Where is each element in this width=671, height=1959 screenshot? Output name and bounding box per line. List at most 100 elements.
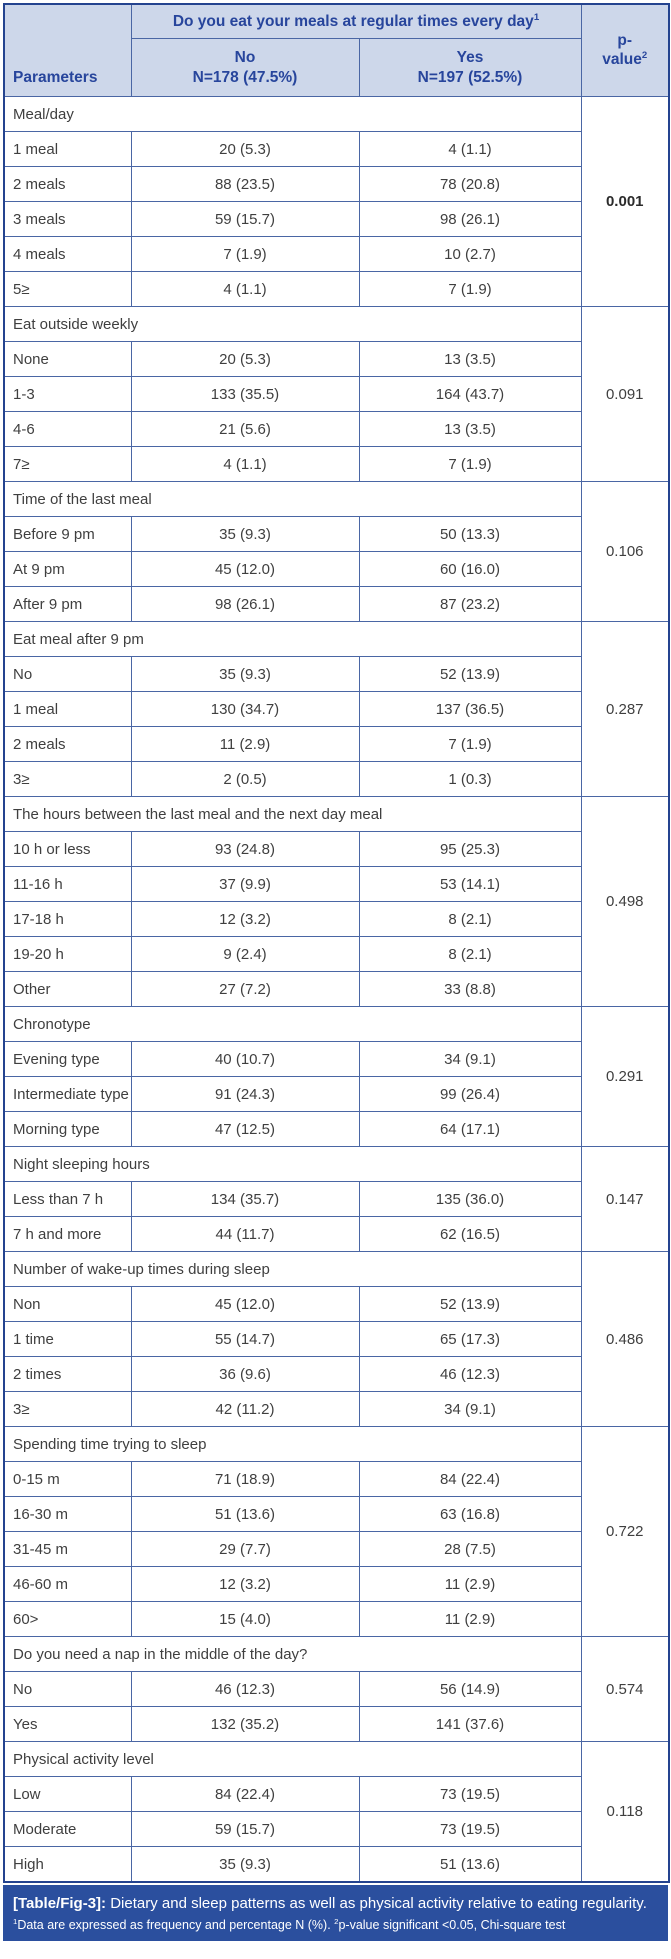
section-title: The hours between the last meal and the … (3, 796, 582, 832)
column-header-no: No N=178 (47.5%) (130, 38, 360, 97)
no-value-cell: 27 (7.2) (130, 971, 360, 1007)
no-value-cell: 134 (35.7) (130, 1181, 360, 1217)
table-row: Low 84 (22.4) 73 (19.5) (3, 1776, 669, 1812)
row-label: 46-60 m (3, 1566, 132, 1602)
yes-value-cell: 50 (13.3) (358, 516, 582, 552)
footnote2-superscript: 2 (334, 1917, 339, 1927)
pvalue-superscript: 2 (641, 50, 648, 62)
no-value-cell: 9 (2.4) (130, 936, 360, 972)
caption-block: [Table/Fig-3]: Dietary and sleep pattern… (3, 1885, 668, 1941)
no-value-cell: 93 (24.8) (130, 831, 360, 867)
row-label: 2 meals (3, 726, 132, 762)
no-value-cell: 59 (15.7) (130, 201, 360, 237)
p-value-cell: 0.498 (580, 796, 670, 1007)
yes-value-cell: 78 (20.8) (358, 166, 582, 202)
table-row: Before 9 pm 35 (9.3) 50 (13.3) (3, 516, 669, 552)
table-row: None 20 (5.3) 13 (3.5) (3, 341, 669, 377)
p-value-cell: 0.722 (580, 1426, 670, 1637)
figure-caption-tag: [Table/Fig-3]: (13, 1895, 107, 1912)
yes-value-cell: 8 (2.1) (358, 901, 582, 937)
yes-value-cell: 52 (13.9) (358, 1286, 582, 1322)
p-value-cell: 0.106 (580, 481, 670, 622)
yes-value-cell: 95 (25.3) (358, 831, 582, 867)
yes-value-cell: 34 (9.1) (358, 1391, 582, 1427)
row-label: None (3, 341, 132, 377)
section-header-row: Number of wake-up times during sleep 0.48… (3, 1251, 670, 1427)
table-row: 1-3 133 (35.5) 164 (43.7) (3, 376, 669, 412)
section-title: Time of the last meal (3, 481, 582, 517)
footnote2-text: p-value significant <0.05, Chi-square te… (338, 1918, 566, 1933)
yes-value-cell: 87 (23.2) (358, 586, 582, 622)
no-value-cell: 84 (22.4) (130, 1776, 360, 1812)
yes-value-cell: 46 (12.3) (358, 1356, 582, 1392)
table-row: 2 meals 11 (2.9) 7 (1.9) (3, 726, 669, 762)
yes-value-cell: 7 (1.9) (358, 726, 582, 762)
no-value-cell: 4 (1.1) (130, 446, 360, 482)
footnote1-text: Data are expressed as frequency and perc… (17, 1918, 335, 1933)
no-value-cell: 45 (12.0) (130, 1286, 360, 1322)
section-title: Eat meal after 9 pm (3, 621, 582, 657)
no-value-cell: 55 (14.7) (130, 1321, 360, 1357)
row-label: After 9 pm (3, 586, 132, 622)
row-label: 5≥ (3, 271, 132, 307)
section-header-row: Chronotype 0.291 (3, 1006, 670, 1147)
row-label: High (3, 1846, 132, 1883)
p-value-cell: 0.147 (580, 1146, 670, 1252)
no-value-cell: 36 (9.6) (130, 1356, 360, 1392)
no-value-cell: 46 (12.3) (130, 1671, 360, 1707)
table-row: 10 h or less 93 (24.8) 95 (25.3) (3, 831, 669, 867)
table-row: 31-45 m 29 (7.7) 28 (7.5) (3, 1531, 669, 1567)
row-label: 7≥ (3, 446, 132, 482)
yes-value-cell: 11 (2.9) (358, 1566, 582, 1602)
no-value-cell: 98 (26.1) (130, 586, 360, 622)
table-row: 7≥ 4 (1.1) 7 (1.9) (3, 446, 669, 482)
yes-value-cell: 99 (26.4) (358, 1076, 582, 1112)
no-value-cell: 2 (0.5) (130, 761, 360, 797)
row-label: Less than 7 h (3, 1181, 132, 1217)
yes-value-cell: 7 (1.9) (358, 271, 582, 307)
no-value-cell: 130 (34.7) (130, 691, 360, 727)
no-value-cell: 20 (5.3) (130, 131, 360, 167)
table-row: No 35 (9.3) 52 (13.9) (3, 656, 669, 692)
yes-value-cell: 56 (14.9) (358, 1671, 582, 1707)
no-value-cell: 35 (9.3) (130, 1846, 360, 1883)
row-label: 19-20 h (3, 936, 132, 972)
row-label: 10 h or less (3, 831, 132, 867)
row-label: No (3, 656, 132, 692)
row-label: 4-6 (3, 411, 132, 447)
section-title: Eat outside weekly (3, 306, 582, 342)
p-value-cell: 0.287 (580, 621, 670, 797)
no-value-cell: 47 (12.5) (130, 1111, 360, 1147)
table-row: Morning type 47 (12.5) 64 (17.1) (3, 1111, 669, 1147)
row-label: Intermediate type (3, 1076, 132, 1112)
row-label: 4 meals (3, 236, 132, 272)
column-header-parameters: Parameters (3, 3, 132, 97)
row-label: 3≥ (3, 1391, 132, 1427)
yes-value-cell: 34 (9.1) (358, 1041, 582, 1077)
row-label: Before 9 pm (3, 516, 132, 552)
table-row: No 46 (12.3) 56 (14.9) (3, 1671, 669, 1707)
row-label: 1 meal (3, 691, 132, 727)
row-label: 2 times (3, 1356, 132, 1392)
no-value-cell: 37 (9.9) (130, 866, 360, 902)
footnote1-superscript: 1 (13, 1917, 18, 1927)
yes-value-cell: 137 (36.5) (358, 691, 582, 727)
no-value-cell: 35 (9.3) (130, 516, 360, 552)
section-title: Physical activity level (3, 1741, 582, 1777)
yes-value-cell: 65 (17.3) (358, 1321, 582, 1357)
no-value-cell: 45 (12.0) (130, 551, 360, 587)
section-header-row: Time of the last meal 0.106 (3, 481, 670, 622)
section-header-row: Night sleeping hours 0.147 (3, 1146, 670, 1252)
yes-value-cell: 98 (26.1) (358, 201, 582, 237)
no-value-cell: 133 (35.5) (130, 376, 360, 412)
table-row: 17-18 h 12 (3.2) 8 (2.1) (3, 901, 669, 937)
yes-value-cell: 164 (43.7) (358, 376, 582, 412)
yes-value-cell: 13 (3.5) (358, 341, 582, 377)
no-label: No (234, 49, 256, 67)
table-row: 0-15 m 71 (18.9) 84 (22.4) (3, 1461, 669, 1497)
section-header-row: The hours between the last meal and the … (3, 796, 670, 1007)
table-row: 1 meal 130 (34.7) 137 (36.5) (3, 691, 669, 727)
yes-value-cell: 63 (16.8) (358, 1496, 582, 1532)
no-value-cell: 71 (18.9) (130, 1461, 360, 1497)
yes-value-cell: 11 (2.9) (358, 1601, 582, 1637)
